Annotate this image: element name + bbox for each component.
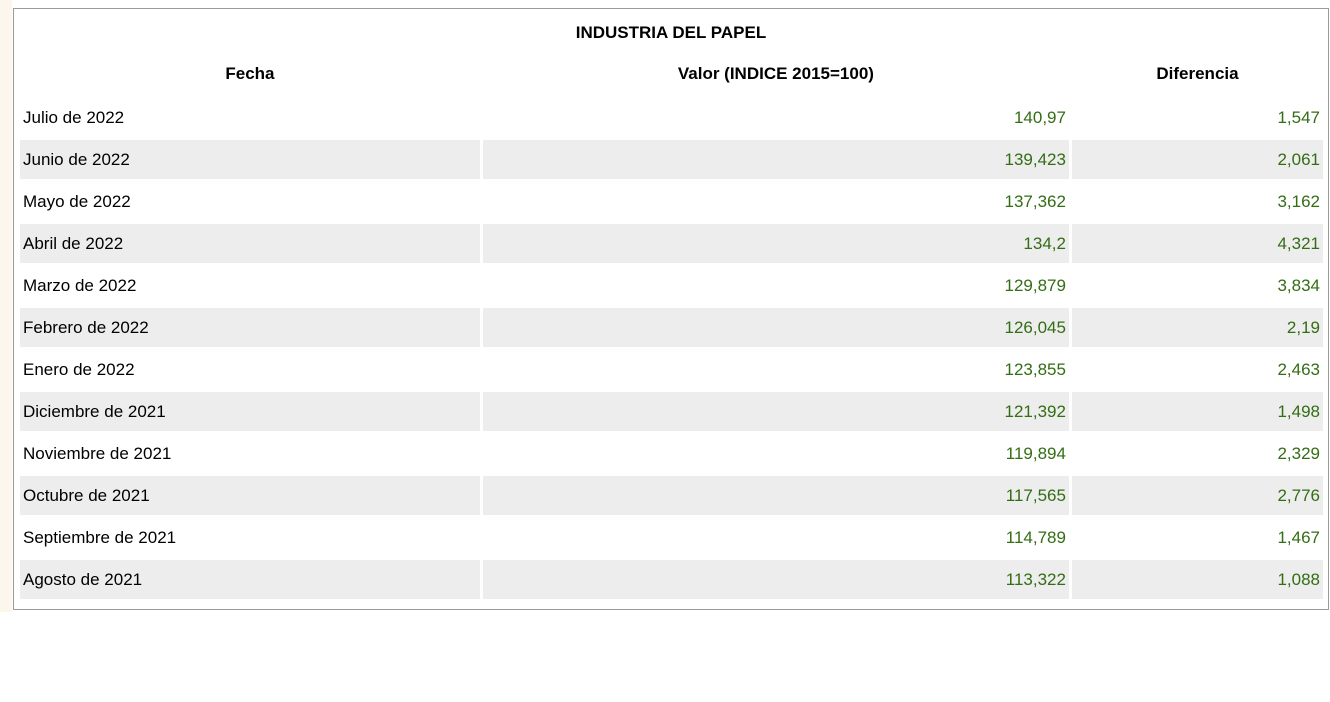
table-row: Abril de 2022 134,2 4,321 xyxy=(20,221,1323,263)
table-row: Junio de 2022 139,423 2,061 xyxy=(20,137,1323,179)
cell-valor: 134,2 xyxy=(482,221,1069,263)
cell-fecha: Julio de 2022 xyxy=(20,95,480,137)
cell-diferencia: 1,498 xyxy=(1071,389,1323,431)
cell-diferencia: 2,463 xyxy=(1071,347,1323,389)
table-row: Diciembre de 2021 121,392 1,498 xyxy=(20,389,1323,431)
cell-diferencia: 1,547 xyxy=(1071,95,1323,137)
cell-fecha: Febrero de 2022 xyxy=(20,305,480,347)
cell-valor: 114,789 xyxy=(482,515,1069,557)
cell-diferencia: 1,088 xyxy=(1071,557,1323,599)
cell-fecha: Agosto de 2021 xyxy=(20,557,480,599)
cell-fecha: Diciembre de 2021 xyxy=(20,389,480,431)
table-row: Octubre de 2021 117,565 2,776 xyxy=(20,473,1323,515)
table-row: Noviembre de 2021 119,894 2,329 xyxy=(20,431,1323,473)
table-row: Julio de 2022 140,97 1,547 xyxy=(20,95,1323,137)
table-row: Septiembre de 2021 114,789 1,467 xyxy=(20,515,1323,557)
header-valor: Valor (INDICE 2015=100) xyxy=(677,64,874,83)
cell-diferencia: 2,061 xyxy=(1071,137,1323,179)
cell-diferencia: 3,162 xyxy=(1071,179,1323,221)
cell-valor: 119,894 xyxy=(482,431,1069,473)
cell-diferencia: 1,467 xyxy=(1071,515,1323,557)
cell-diferencia: 2,329 xyxy=(1071,431,1323,473)
cell-diferencia: 2,19 xyxy=(1071,305,1323,347)
table-header-row: Fecha Valor (INDICE 2015=100) Diferencia xyxy=(20,53,1323,95)
cell-valor: 121,392 xyxy=(482,389,1069,431)
table-row: Mayo de 2022 137,362 3,162 xyxy=(20,179,1323,221)
cell-fecha: Septiembre de 2021 xyxy=(20,515,480,557)
header-fecha: Fecha xyxy=(225,64,275,83)
cell-fecha: Junio de 2022 xyxy=(20,137,480,179)
cell-fecha: Marzo de 2022 xyxy=(20,263,480,305)
data-table: Fecha Valor (INDICE 2015=100) Diferencia… xyxy=(17,53,1326,599)
cell-valor: 139,423 xyxy=(482,137,1069,179)
cell-fecha: Noviembre de 2021 xyxy=(20,431,480,473)
cell-valor: 129,879 xyxy=(482,263,1069,305)
cell-fecha: Abril de 2022 xyxy=(20,221,480,263)
cell-diferencia: 2,776 xyxy=(1071,473,1323,515)
table-title: INDUSTRIA DEL PAPEL xyxy=(575,23,767,42)
table-row: Agosto de 2021 113,322 1,088 xyxy=(20,557,1323,599)
cell-diferencia: 4,321 xyxy=(1071,221,1323,263)
cell-valor: 117,565 xyxy=(482,473,1069,515)
cell-valor: 126,045 xyxy=(482,305,1069,347)
cell-valor: 140,97 xyxy=(482,95,1069,137)
page-side-strip xyxy=(0,0,12,612)
cell-diferencia: 3,834 xyxy=(1071,263,1323,305)
data-table-panel: INDUSTRIA DEL PAPEL Fecha Valor (INDICE … xyxy=(13,8,1329,610)
cell-valor: 113,322 xyxy=(482,557,1069,599)
cell-fecha: Octubre de 2021 xyxy=(20,473,480,515)
cell-valor: 137,362 xyxy=(482,179,1069,221)
table-row: Marzo de 2022 129,879 3,834 xyxy=(20,263,1323,305)
header-diferencia: Diferencia xyxy=(1156,64,1239,83)
table-row: Enero de 2022 123,855 2,463 xyxy=(20,347,1323,389)
cell-fecha: Enero de 2022 xyxy=(20,347,480,389)
table-row: Febrero de 2022 126,045 2,19 xyxy=(20,305,1323,347)
cell-fecha: Mayo de 2022 xyxy=(20,179,480,221)
cell-valor: 123,855 xyxy=(482,347,1069,389)
